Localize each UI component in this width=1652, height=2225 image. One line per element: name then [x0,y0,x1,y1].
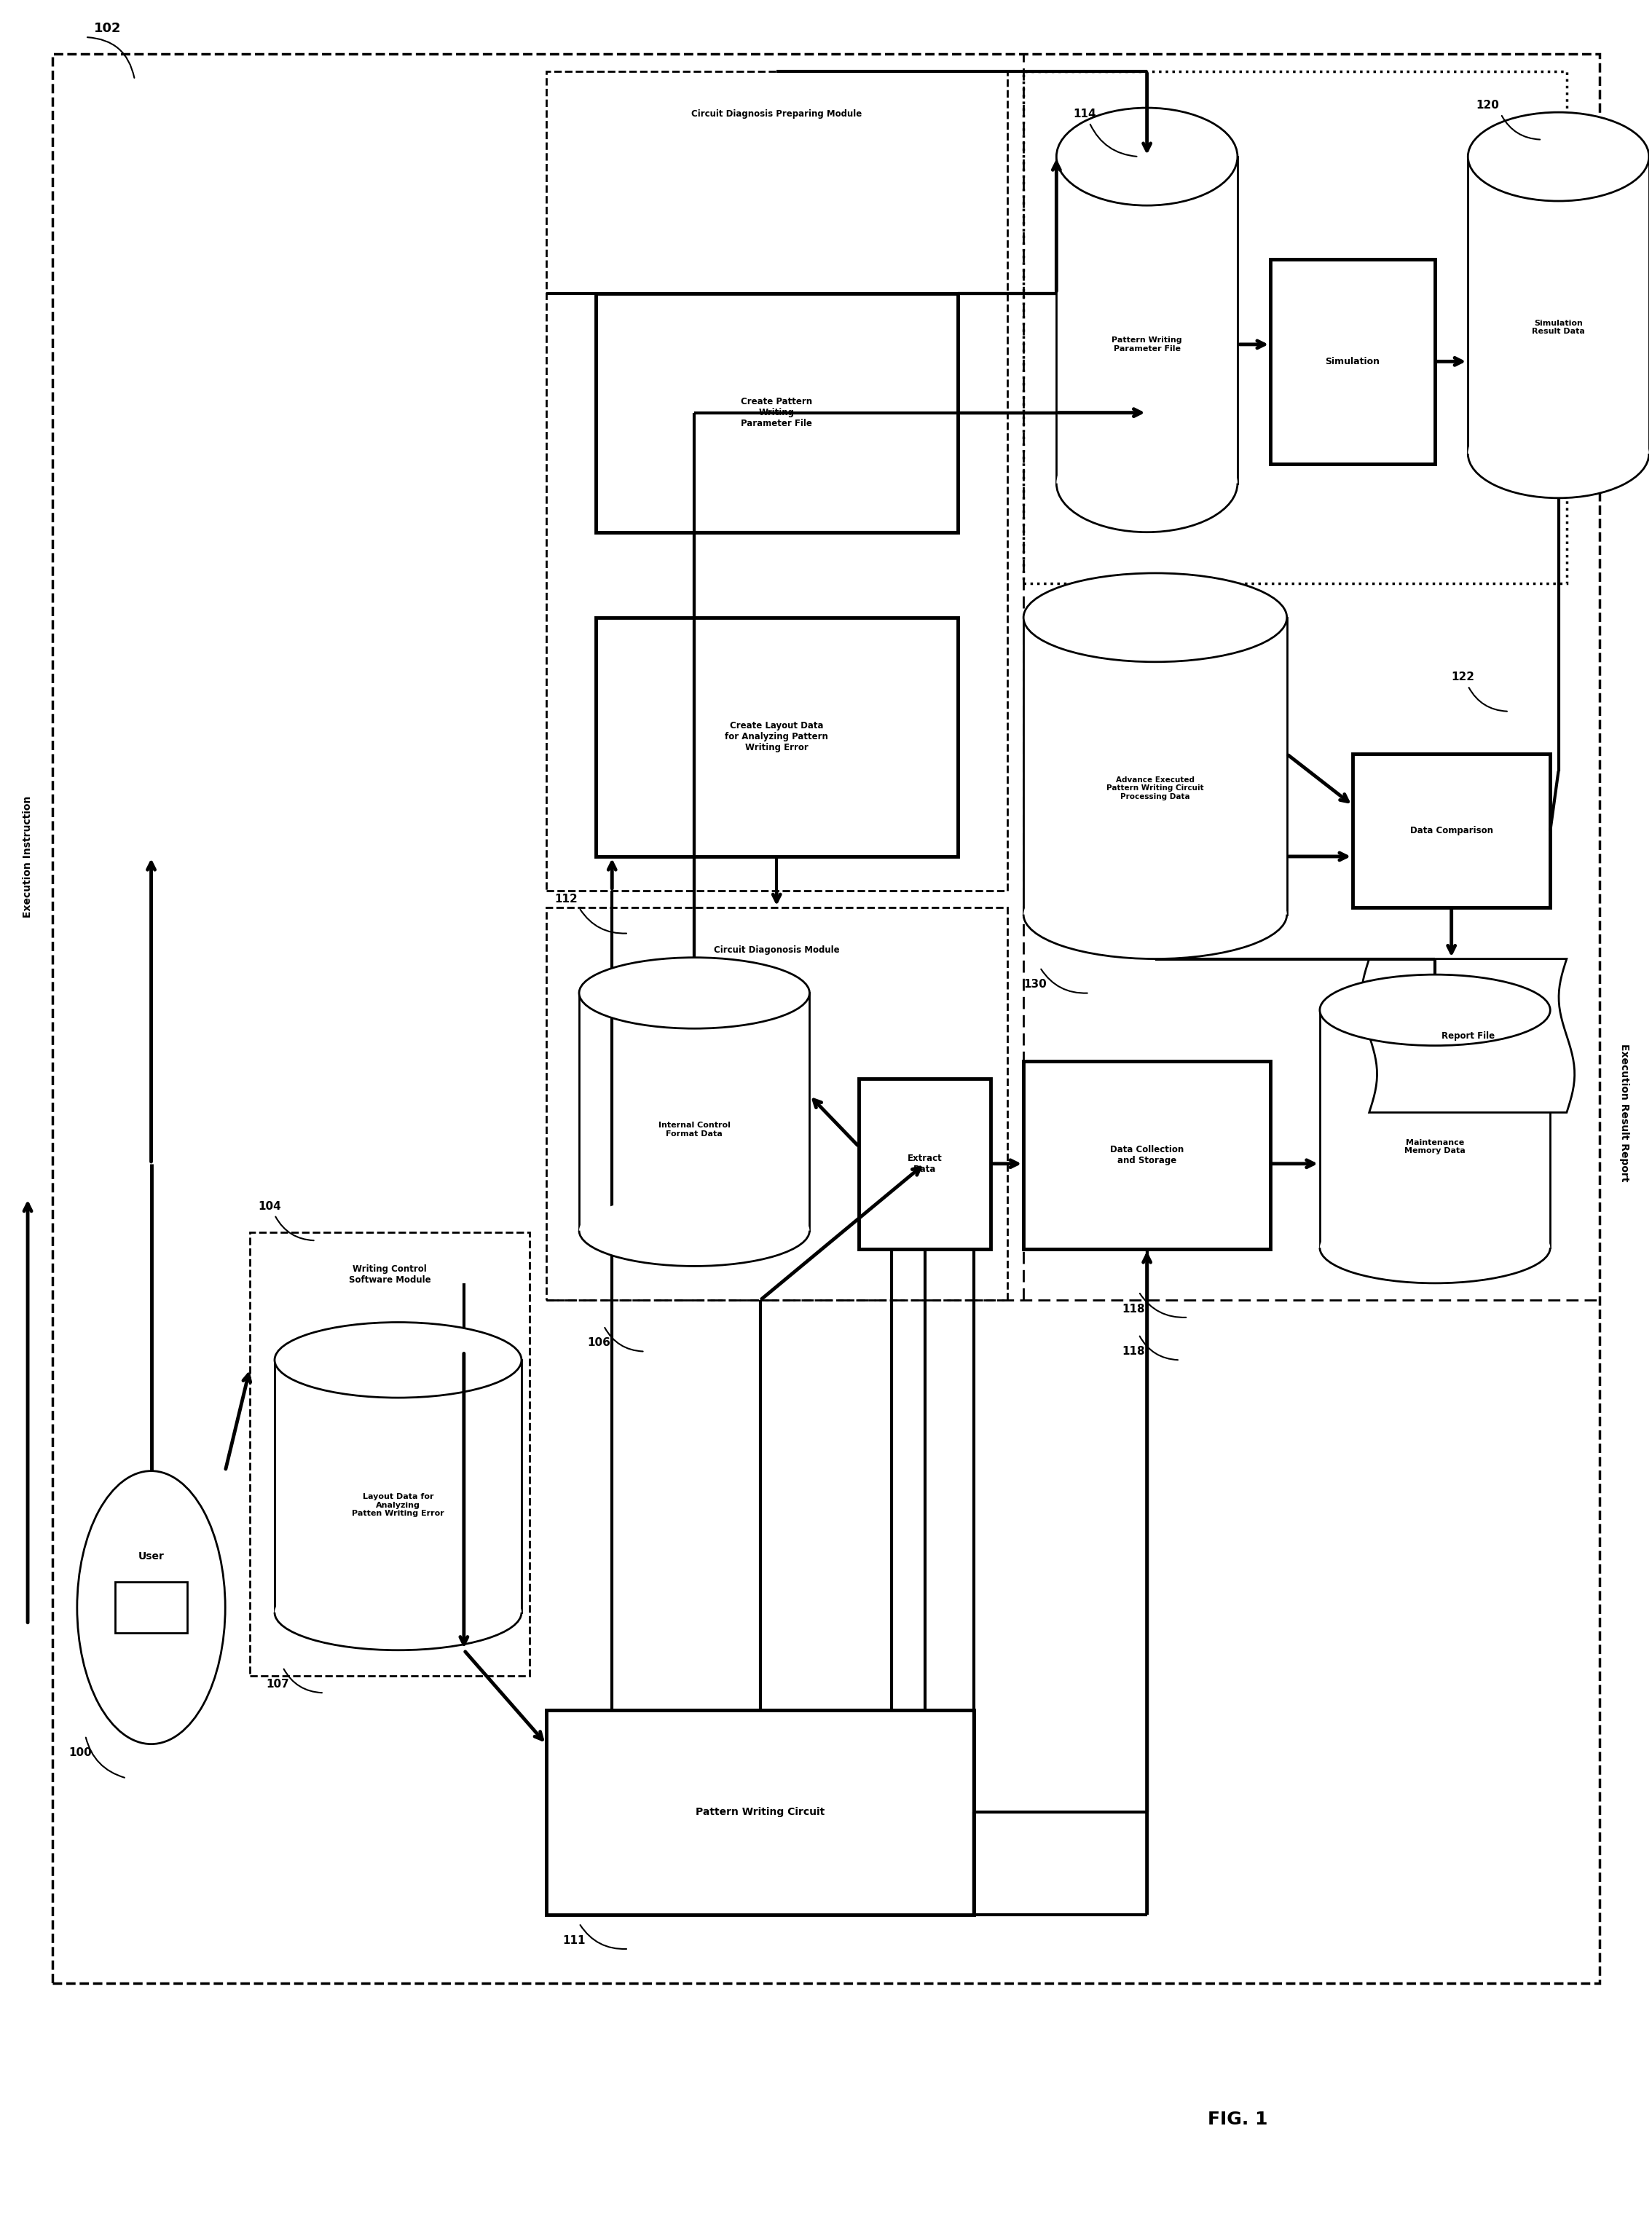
Bar [116,1582,187,1633]
Text: Data Collection
and Storage: Data Collection and Storage [1110,1146,1184,1166]
PathPatch shape [1361,959,1574,1112]
Ellipse shape [1469,111,1649,200]
Bar [547,71,1008,890]
Bar [53,53,1599,1982]
Ellipse shape [1469,409,1649,498]
Ellipse shape [1056,107,1237,205]
Ellipse shape [1320,975,1550,1046]
Ellipse shape [274,1575,522,1651]
Text: 102: 102 [94,22,121,36]
Text: Execution Result Report: Execution Result Report [1619,1044,1629,1181]
Text: Circuit Diagnosis Preparing Module: Circuit Diagnosis Preparing Module [691,109,862,118]
Text: Pattern Writing Circuit: Pattern Writing Circuit [695,1807,824,1818]
Text: 118: 118 [1122,1346,1145,1357]
Bar [1353,754,1550,908]
Text: User: User [139,1551,164,1562]
Ellipse shape [1024,574,1287,661]
Bar [274,1359,522,1613]
Text: Maintenance
Memory Data: Maintenance Memory Data [1404,1139,1465,1155]
Bar [249,1233,530,1675]
Bar [547,908,1008,1299]
Bar [596,619,958,857]
Text: Simulation: Simulation [1325,356,1379,367]
Text: 107: 107 [266,1680,289,1689]
Text: Create Pattern
Writing
Parameter File: Create Pattern Writing Parameter File [740,396,813,429]
Text: Data Comparison: Data Comparison [1409,825,1493,837]
Bar [859,1079,991,1248]
Text: 120: 120 [1477,100,1500,111]
Text: 122: 122 [1452,672,1475,683]
Bar [1024,619,1287,914]
Ellipse shape [580,957,809,1028]
Bar [1270,258,1436,463]
Text: Extract
Data: Extract Data [907,1153,942,1175]
Bar [1024,1061,1270,1248]
Ellipse shape [580,1195,809,1266]
Text: Pattern Writing
Parameter File: Pattern Writing Parameter File [1112,336,1183,352]
Text: Circuit Diagonosis Module: Circuit Diagonosis Module [714,946,839,955]
Bar [596,294,958,532]
Text: Internal Control
Format Data: Internal Control Format Data [657,1121,730,1137]
Text: 106: 106 [588,1337,611,1348]
Bar [1469,156,1649,454]
Text: 112: 112 [555,894,578,906]
Ellipse shape [1320,1213,1550,1284]
Text: Writing Control
Software Module: Writing Control Software Module [349,1264,431,1284]
Text: Advance Executed
Pattern Writing Circuit
Processing Data: Advance Executed Pattern Writing Circuit… [1107,777,1204,801]
Text: 114: 114 [1072,109,1095,120]
Bar [547,1709,975,1916]
Bar [1320,1010,1550,1248]
Ellipse shape [274,1322,522,1397]
Bar [1024,71,1566,583]
Text: 118: 118 [1122,1304,1145,1315]
Text: Layout Data for
Analyzing
Patten Writing Error: Layout Data for Analyzing Patten Writing… [352,1493,444,1517]
Ellipse shape [78,1471,225,1744]
Ellipse shape [1024,870,1287,959]
Text: 104: 104 [258,1202,281,1213]
Text: Create Layout Data
for Analyzing Pattern
Writing Error: Create Layout Data for Analyzing Pattern… [725,721,828,752]
Text: 130: 130 [1024,979,1047,990]
Text: Report File: Report File [1441,1030,1495,1041]
Bar [1056,156,1237,483]
Text: Simulation
Result Data: Simulation Result Data [1531,320,1584,336]
Text: 100: 100 [69,1747,93,1758]
Text: 111: 111 [563,1936,585,1947]
Bar [580,992,809,1230]
Text: FIG. 1: FIG. 1 [1208,2112,1267,2129]
Ellipse shape [1056,434,1237,532]
Text: Execution Instruction: Execution Instruction [23,797,33,917]
